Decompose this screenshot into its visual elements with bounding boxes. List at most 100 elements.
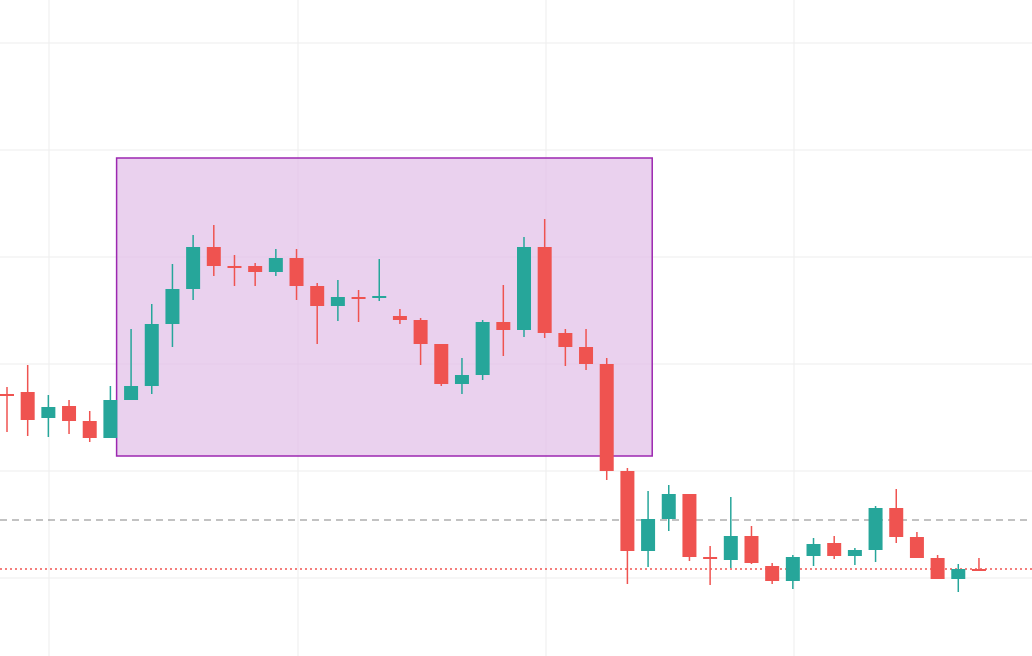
candle-body xyxy=(454,375,469,384)
candle xyxy=(434,344,449,386)
candle xyxy=(124,329,139,400)
candle xyxy=(661,485,676,531)
candle xyxy=(268,249,283,276)
candle xyxy=(951,564,966,592)
candle xyxy=(206,225,221,276)
candle xyxy=(765,563,780,584)
candle xyxy=(703,546,718,585)
candle-body xyxy=(558,333,573,347)
candle-body xyxy=(62,406,77,421)
candle xyxy=(847,548,862,565)
candle xyxy=(971,558,986,571)
candle-body xyxy=(330,297,345,306)
candle-body xyxy=(641,519,656,551)
candle-body xyxy=(82,421,97,438)
candle-body xyxy=(268,258,283,272)
candle xyxy=(682,494,697,561)
candle-body xyxy=(206,247,221,266)
candle xyxy=(909,532,924,558)
candle xyxy=(248,263,263,286)
candle-body xyxy=(723,536,738,560)
candle xyxy=(227,255,242,286)
candle-body xyxy=(124,386,139,400)
candle xyxy=(620,468,635,584)
candle-body xyxy=(20,392,35,420)
candle-body xyxy=(372,296,387,298)
candle-body xyxy=(103,400,118,438)
candle xyxy=(827,536,842,559)
candle-body xyxy=(785,557,800,581)
candle xyxy=(558,329,573,366)
candle-body xyxy=(475,322,490,375)
candle xyxy=(82,411,97,442)
candle xyxy=(186,235,201,300)
candle-body xyxy=(620,471,635,551)
candle-body xyxy=(889,508,904,537)
candle xyxy=(289,249,304,300)
candle xyxy=(0,387,14,432)
candle-body xyxy=(661,494,676,519)
candle xyxy=(889,489,904,543)
candle xyxy=(103,386,118,438)
candles xyxy=(0,219,986,592)
candle xyxy=(62,400,77,434)
candle xyxy=(310,283,325,344)
candle-body xyxy=(392,316,407,320)
candle-body xyxy=(289,258,304,286)
candle-body xyxy=(827,543,842,556)
candle-body xyxy=(806,544,821,556)
candle xyxy=(144,304,159,394)
candle-body xyxy=(868,508,883,550)
candle-body xyxy=(186,247,201,289)
candle-body xyxy=(765,566,780,581)
candle xyxy=(330,280,345,321)
candle xyxy=(165,264,180,347)
candle-body xyxy=(537,247,552,333)
candle xyxy=(392,309,407,324)
candle xyxy=(579,329,594,370)
candle xyxy=(496,285,511,356)
candle-body xyxy=(930,558,945,579)
candle xyxy=(868,506,883,562)
highlight-rectangle xyxy=(115,157,653,457)
candle xyxy=(785,555,800,589)
candle-body xyxy=(434,344,449,384)
reference-lines xyxy=(0,519,1032,570)
candle-body xyxy=(227,266,242,268)
candle xyxy=(454,358,469,394)
candle-body xyxy=(909,537,924,558)
candle xyxy=(806,538,821,566)
candle xyxy=(744,526,759,564)
candle-body xyxy=(682,494,697,557)
candle-body xyxy=(744,536,759,563)
candle xyxy=(372,259,387,301)
candle xyxy=(20,365,35,436)
candle xyxy=(723,497,738,568)
candle xyxy=(641,491,656,567)
candle-body xyxy=(517,247,531,330)
candle-body xyxy=(971,569,986,571)
candle-body xyxy=(599,364,614,471)
candle-body xyxy=(951,569,966,579)
highlight-box-layer xyxy=(115,157,653,457)
candle-body xyxy=(248,266,263,272)
candle xyxy=(351,290,366,322)
candle-body xyxy=(579,347,594,364)
candle-body xyxy=(847,550,862,556)
candle xyxy=(413,318,428,365)
candle xyxy=(475,320,490,380)
candle xyxy=(537,219,552,338)
candle xyxy=(41,395,56,437)
candle xyxy=(930,555,945,579)
candle xyxy=(599,358,614,480)
candle-body xyxy=(703,557,718,559)
candle-body xyxy=(351,297,366,299)
candle-body xyxy=(413,320,428,344)
candle xyxy=(517,237,531,337)
candle-body xyxy=(0,394,14,396)
candle-body xyxy=(165,289,180,324)
candle-body xyxy=(41,407,56,418)
candle-body xyxy=(496,322,511,330)
